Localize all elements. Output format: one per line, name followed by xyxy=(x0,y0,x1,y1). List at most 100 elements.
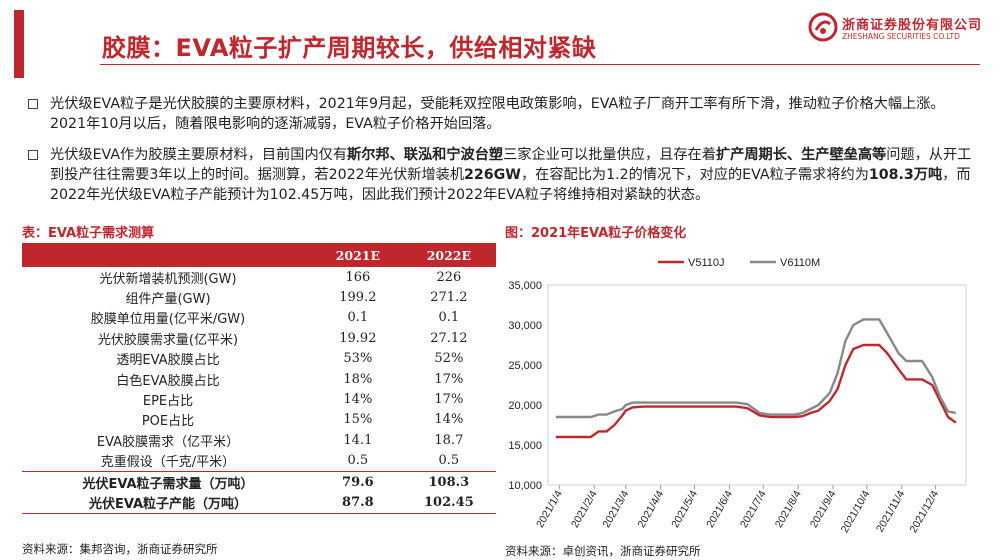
table-row-label: 光伏胶膜需求量(亿平米) xyxy=(97,332,239,348)
logo-name-cn: 浙商证券股份有限公司 xyxy=(842,18,983,33)
y-tick-label: 35,000 xyxy=(508,280,542,292)
table-cell: 14.1 xyxy=(343,432,373,448)
y-tick-label: 15,000 xyxy=(508,440,542,452)
table-row-label: 克重假设（千克/平米） xyxy=(100,455,236,471)
eva-demand-table: 2021E 2022E 光伏新增装机预测(GW) 166 226 组件产量(GW) 19… xyxy=(22,243,496,514)
table-row: 光伏EVA粒子产能（万吨） 87.8 102.45 xyxy=(22,492,496,514)
y-tick-label: 25,000 xyxy=(508,360,542,372)
x-tick-label: 2021/3/4 xyxy=(601,488,632,530)
x-tick-label: 2021/11/4 xyxy=(874,488,907,534)
bullet-highlight: 斯尔邦、联泓和宁波台塑 xyxy=(347,147,504,163)
table-row: POE占比 15% 14% xyxy=(22,410,496,430)
table-row: 组件产量(GW) 199.2 271.2 xyxy=(22,287,496,307)
table-cell: 226 xyxy=(436,269,462,285)
title-accent-bar xyxy=(14,10,24,78)
bullet-highlight: 226GW xyxy=(464,167,521,183)
table-cell: 0.1 xyxy=(347,310,369,326)
table-cell: 19.92 xyxy=(339,330,377,346)
table-row-label: 光伏EVA粒子需求量（万吨） xyxy=(22,470,314,493)
table-cell: 52% xyxy=(434,351,464,367)
bullet-highlight: 108.3万吨 xyxy=(868,167,943,183)
table-header-cell xyxy=(22,243,314,267)
table-cell: 199.2 xyxy=(339,290,377,306)
table-cell: 102.45 xyxy=(401,492,496,514)
legend-label-V6110M: V6110M xyxy=(780,257,820,269)
table-row-label: EVA胶膜需求（亿平米） xyxy=(96,434,240,450)
table-row-label: POE占比 xyxy=(141,414,195,430)
table-row: EPE占比 14% 17% xyxy=(22,389,496,409)
eva-price-chart: 10,000 15,000 20,000 25,000 30,000 35,000 2021… xyxy=(508,257,967,535)
table-cell: 79.6 xyxy=(314,470,402,493)
x-tick-label: 2021/10/4 xyxy=(839,488,873,535)
logo-name-en: ZHESHANG SECURITIES CO.LTD xyxy=(842,32,960,41)
table-header-cell: 2022E xyxy=(401,243,496,267)
table-title: 表：EVA粒子需求测算 xyxy=(22,226,155,241)
table-row: 透明EVA胶膜占比 53% 52% xyxy=(22,349,496,369)
x-tick-label: 2021/8/4 xyxy=(773,488,804,530)
table-cell: 271.2 xyxy=(430,290,468,306)
table-row-label: 白色EVA胶膜占比 xyxy=(116,373,220,389)
table-row-label: 胶膜单位用量(亿平米/GW) xyxy=(90,312,246,328)
table-row-label: EPE占比 xyxy=(142,394,194,410)
y-tick-label: 20,000 xyxy=(508,400,542,412)
chart-title: 图：2021年EVA粒子价格变化 xyxy=(505,226,687,241)
company-logo: 浙商证券股份有限公司 ZHESHANG SECURITIES CO.LTD xyxy=(808,12,988,48)
bullet-item: 光伏级EVA作为胶膜主要原材料，目前国内仅有斯尔邦、联泓和宁波台塑三家企业可以批… xyxy=(28,145,973,205)
table-cell: 14% xyxy=(434,412,464,428)
table-row: 光伏EVA粒子需求量（万吨） 79.6 108.3 xyxy=(22,470,496,493)
table-row: EVA胶膜需求（亿平米） 14.1 18.7 xyxy=(22,430,496,450)
table-header-cell: 2021E xyxy=(314,243,402,267)
legend-label-V5110J: V5110J xyxy=(688,257,725,269)
x-tick-label: 2021/2/4 xyxy=(569,488,600,530)
table-cell: 0.5 xyxy=(347,453,369,469)
table-row-label: 光伏EVA粒子产能（万吨） xyxy=(22,492,314,514)
table-row: 胶膜单位用量(亿平米/GW) 0.1 0.1 xyxy=(22,308,496,328)
bullet-text: 光伏级EVA作为胶膜主要原材料，目前国内仅有斯尔邦、联泓和宁波台塑三家企业可以批… xyxy=(50,145,973,205)
table-row: 克重假设（千克/平米） 0.5 0.5 xyxy=(22,451,496,472)
table-cell: 108.3 xyxy=(401,470,496,493)
table-row: 白色EVA胶膜占比 18% 17% xyxy=(22,369,496,389)
bullet-text-part: 光伏级EVA作为胶膜主要原材料，目前国内仅有 xyxy=(50,147,348,163)
x-tick-label: 2021/6/4 xyxy=(704,488,735,530)
x-tick-label: 2021/4/4 xyxy=(635,488,666,530)
table-row-label: 组件产量(GW) xyxy=(125,292,211,308)
x-tick-label: 2021/1/4 xyxy=(534,488,565,530)
x-tick-label: 2021/5/4 xyxy=(669,488,700,530)
y-tick-label: 10,000 xyxy=(508,480,542,492)
series-line-V6110M xyxy=(555,318,957,419)
series-line-V5110J xyxy=(555,343,957,439)
bullet-square-icon xyxy=(28,99,38,109)
bullet-text-part: ，而2022年光伏级EVA粒子产能预计为102.45万吨，因此我们预计2022年… xyxy=(50,167,971,203)
x-tick-label: 2021/12/4 xyxy=(907,488,941,535)
table-cell: 17% xyxy=(434,392,464,408)
x-tick-label: 2021/7/4 xyxy=(738,488,769,530)
table-cell: 18% xyxy=(343,371,373,387)
table-row: 光伏胶膜需求量(亿平米) 19.92 27.12 xyxy=(22,328,496,348)
bullet-text: 光伏级EVA粒子是光伏胶膜的主要原材料，2021年9月起，受能耗双控限电政策影响… xyxy=(50,96,945,132)
x-tick-label: 2021/9/4 xyxy=(808,488,839,530)
table-header-row: 2021E 2022E xyxy=(22,243,496,267)
plot-area-frame xyxy=(547,284,967,486)
header-divider xyxy=(100,64,980,65)
table-cell: 0.5 xyxy=(438,453,460,469)
bullet-text-part: 三家企业可以批量供应，且存在着 xyxy=(503,147,716,163)
table-cell: 87.8 xyxy=(314,492,402,514)
bullet-square-icon xyxy=(28,150,38,160)
table-row-label: 光伏新增装机预测(GW) xyxy=(99,271,237,287)
bullet-text-part: ，在容配比为1.2的情况下，对应的EVA粒子需求将约为 xyxy=(520,167,869,183)
bullet-item: 光伏级EVA粒子是光伏胶膜的主要原材料，2021年9月起，受能耗双控限电政策影响… xyxy=(28,94,973,134)
y-tick-label: 30,000 xyxy=(508,320,542,332)
table-row: 光伏新增装机预测(GW) 166 226 xyxy=(22,267,496,287)
table-cell: 0.1 xyxy=(438,310,460,326)
slide-title: 胶膜：EVA粒子扩产周期较长，供给相对紧缺 xyxy=(102,34,597,62)
logo-mark-icon xyxy=(808,12,838,42)
table-row-label: 透明EVA胶膜占比 xyxy=(116,353,220,369)
table-cell: 53% xyxy=(343,351,373,367)
table-cell: 15% xyxy=(343,412,373,428)
table-cell: 27.12 xyxy=(430,330,468,346)
table-cell: 18.7 xyxy=(434,432,464,448)
chart-source: 资料来源：卓创资讯，浙商证券研究所 xyxy=(505,544,701,558)
table-cell: 166 xyxy=(345,269,371,285)
table-cell: 17% xyxy=(434,371,464,387)
table-source: 资料来源：集邦咨询，浙商证券研究所 xyxy=(22,542,218,556)
